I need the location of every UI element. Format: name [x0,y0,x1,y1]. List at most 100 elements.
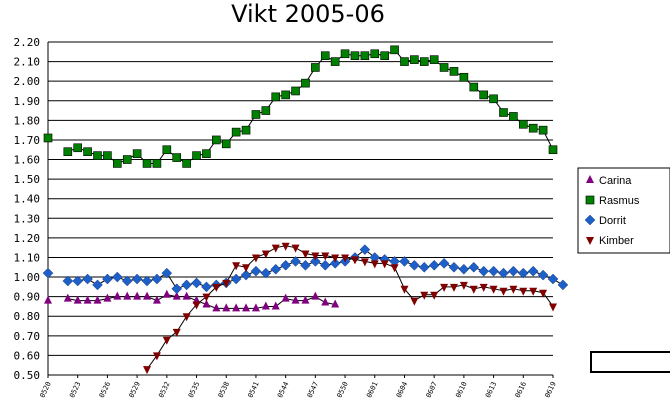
series-line [67,49,554,165]
data-point [341,254,350,263]
legend-label: Kimber [599,235,634,247]
data-point [102,273,113,285]
data-point [340,49,350,59]
data-point [399,256,410,267]
data-point [230,273,242,285]
data-point [43,133,53,143]
data-point [350,51,360,61]
data-point [113,291,122,300]
data-point [260,267,272,279]
data-point [291,295,300,304]
data-point [410,55,419,64]
data-point [319,259,331,271]
y-tick-label: 1.60 [14,154,41,167]
data-point [499,287,508,296]
data-point [509,285,518,294]
data-point [141,275,153,287]
data-point [172,291,181,300]
data-point [113,159,122,168]
x-tick-label: 0610 [454,380,468,399]
data-point [161,267,173,279]
data-point [509,112,518,121]
data-point [82,273,93,285]
data-point [360,258,369,267]
data-point [171,283,183,295]
data-point [251,303,260,312]
data-point [182,159,191,168]
data-point [440,283,449,292]
y-tick-label: 0.90 [14,291,41,304]
data-point [479,90,488,100]
x-tick-label: 0604 [395,380,409,399]
y-tick-label: 1.40 [14,193,41,206]
data-point [242,264,251,273]
y-axis-ticks: 2.20 2.10 2.00 1.90 1.80 1.70 1.60 1.50 1.40 1.30… [14,36,41,382]
legend-label: Dorrit [599,215,626,227]
data-point [152,352,161,361]
x-tick-label: 0520 [38,380,52,399]
data-point [242,303,251,312]
data-point [428,259,440,271]
data-point [380,260,389,269]
x-tick-label: 0541 [246,380,260,399]
data-point [331,299,340,308]
data-point [291,86,300,96]
y-tick-label: 1.30 [14,212,41,225]
data-point [162,289,171,298]
x-tick-label: 0616 [514,380,528,399]
data-point [499,108,508,117]
data-point [331,254,340,263]
data-point [311,291,320,300]
data-point [212,303,221,312]
data-point [191,277,202,289]
x-tick-label: 0601 [365,380,379,399]
data-point [380,51,389,61]
x-tick-label: 0607 [425,380,439,399]
y-tick-label: 1.50 [14,173,41,186]
data-point [251,110,261,119]
data-point [162,336,171,345]
x-tick-label: 0526 [98,380,112,399]
y-tick-label: 0.60 [14,349,41,362]
data-point [240,269,252,281]
data-point [419,57,429,66]
y-tick-label: 1.90 [14,95,41,108]
x-tick-label: 0529 [128,380,142,399]
data-point [202,293,211,302]
series-kimber [143,242,557,375]
overlay-box [590,351,670,373]
data-point [63,147,73,156]
data-point [142,159,152,168]
data-point [92,279,103,291]
data-point [418,261,430,273]
data-point [152,159,162,168]
data-point [182,313,191,322]
data-point [72,275,84,287]
data-point [478,265,490,277]
data-point [498,267,509,279]
x-tick-label: 0532 [157,380,171,399]
data-point [201,281,212,293]
data-point [73,143,83,153]
data-point [410,297,419,306]
data-point [479,283,488,292]
data-point [409,259,420,271]
data-point [438,257,450,269]
data-point [488,265,499,277]
data-point [527,265,539,277]
data-point [271,301,280,310]
data-point [93,295,102,304]
data-point [489,285,498,294]
data-point [93,151,102,160]
data-point [271,244,280,253]
x-tick-label: 0613 [484,380,498,399]
data-point [42,267,54,279]
y-tick-label: 1.10 [14,251,41,264]
data-point [131,273,143,285]
legend-label: Rasmus [599,195,640,207]
data-point [212,135,221,145]
data-point [222,303,231,312]
data-point [121,275,133,287]
data-point [430,291,439,300]
